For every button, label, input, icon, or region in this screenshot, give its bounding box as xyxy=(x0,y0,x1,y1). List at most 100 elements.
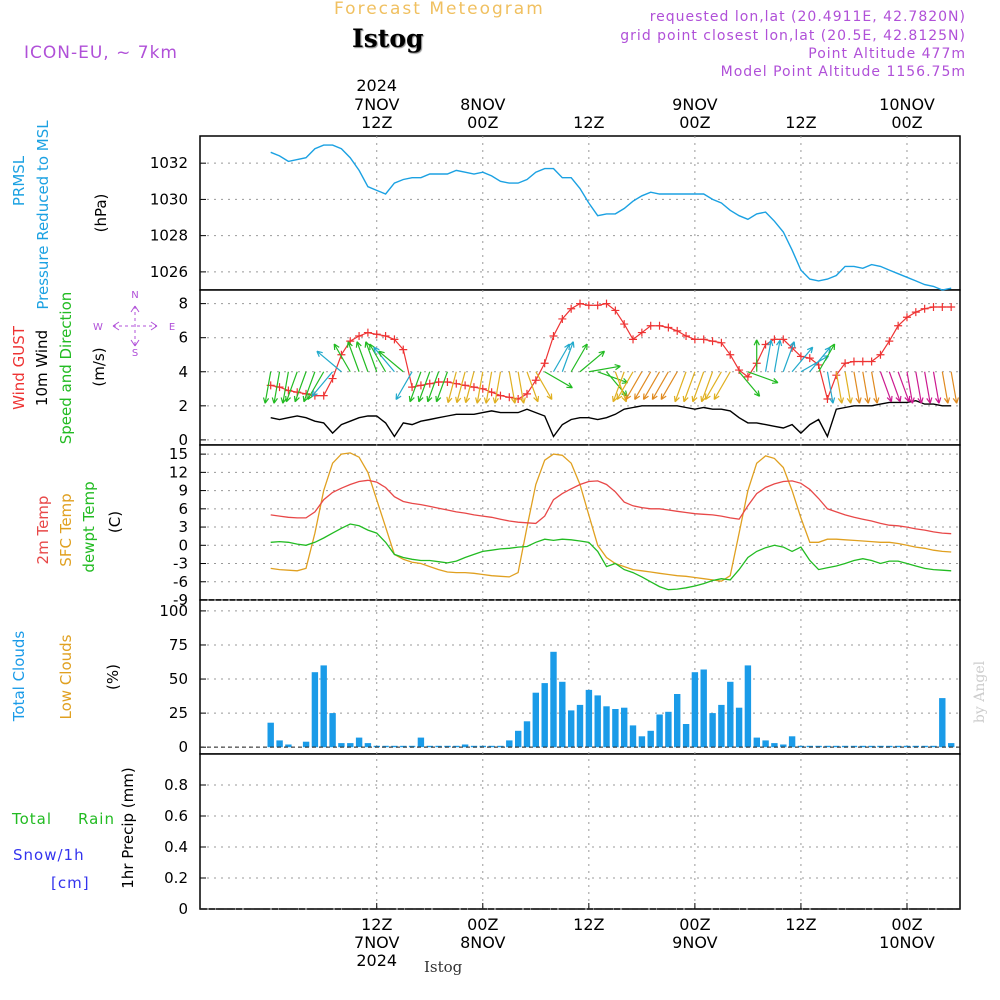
gust-point xyxy=(372,330,381,339)
y-tick-label: 6 xyxy=(178,329,188,347)
cloud-bar xyxy=(780,744,787,748)
cloud-bar xyxy=(532,692,539,748)
cloud-bar xyxy=(550,651,557,748)
wind-arrow xyxy=(355,341,369,372)
gust-point xyxy=(328,374,337,383)
y-tick-label: 3 xyxy=(178,518,188,536)
cloud-bar xyxy=(347,743,354,748)
pressure-label: Pressure Reduced to MSL xyxy=(34,120,52,310)
model-altitude: Model Point Altitude 1156.75m xyxy=(720,64,966,80)
gust-point xyxy=(390,335,399,344)
cloud-bar xyxy=(453,745,460,748)
gust-point xyxy=(690,335,699,344)
y-tick-label: 1026 xyxy=(150,263,188,281)
cloud-bar xyxy=(859,745,866,748)
y-tick-label: 75 xyxy=(169,636,188,654)
dewpt-label: dewpt Temp xyxy=(80,481,98,572)
gust-point xyxy=(849,357,858,366)
y-tick-label: 0 xyxy=(178,900,188,918)
wind-arrow xyxy=(673,371,687,403)
gust-point xyxy=(355,331,364,340)
y-tick-label: 1030 xyxy=(150,190,188,208)
cloud-bar xyxy=(948,743,955,748)
cloud-bar xyxy=(930,745,937,748)
cloud-bar xyxy=(638,736,646,748)
y-tick-label: 0 xyxy=(178,536,188,554)
gust-point xyxy=(531,376,540,385)
cloud-bar xyxy=(497,745,504,748)
cloud-bar xyxy=(674,694,681,748)
wind-arrow xyxy=(862,371,871,404)
gust-point xyxy=(469,383,478,392)
cloud-bar xyxy=(559,681,566,748)
gust-point xyxy=(425,379,434,388)
y-tick-label: 0.2 xyxy=(164,869,188,887)
gust-point xyxy=(540,359,549,368)
cloud-bar xyxy=(718,704,725,748)
cloud-bar xyxy=(311,672,319,748)
wind-arrow xyxy=(616,371,634,400)
dewpt-line xyxy=(270,523,952,591)
wind-arrow xyxy=(747,371,779,384)
gust-point xyxy=(858,357,867,366)
gust-point xyxy=(735,366,744,375)
wind-arrow xyxy=(932,371,942,404)
cloud-bar xyxy=(285,744,292,748)
y-tick-label: 15 xyxy=(169,445,188,463)
wind-arrow xyxy=(941,371,951,404)
cloud-bar xyxy=(461,744,469,748)
wind-arrow xyxy=(508,371,518,404)
panel-frame-0 xyxy=(199,135,961,291)
cloud-bar xyxy=(382,745,389,748)
cloud-bar xyxy=(541,683,548,748)
gust-point xyxy=(682,331,691,340)
wind-arrow xyxy=(544,371,573,389)
gust-point xyxy=(920,304,929,313)
bottom-hour-label: 00Z xyxy=(679,915,710,934)
wind-arrow xyxy=(579,350,606,373)
temp-2m-line xyxy=(270,479,952,535)
precip-unit: 1hr Precip (mm) xyxy=(119,767,137,888)
cloud-bar xyxy=(788,736,796,748)
pressure-unit: (hPa) xyxy=(92,194,110,233)
top-day-label: 8NOV xyxy=(460,95,505,114)
y-tick-label: -9 xyxy=(173,591,188,609)
wind-arrow xyxy=(853,371,862,404)
cloud-bar xyxy=(895,745,902,748)
requested-coords: requested lon,lat (20.4911E, 42.7820N) xyxy=(649,9,966,25)
gust-point xyxy=(496,391,505,400)
cloud-bar xyxy=(576,704,584,748)
gust-point xyxy=(885,337,894,346)
top-hour-label: 00Z xyxy=(679,113,710,132)
bottom-hour-label: 12Z xyxy=(573,915,604,934)
top-hour-label: 00Z xyxy=(891,113,922,132)
gust-point xyxy=(708,337,717,346)
cloud-bar xyxy=(797,745,805,748)
wind-arrow xyxy=(738,371,761,397)
supertitle: Forecast Meteogram xyxy=(334,0,545,19)
panel-frame-2 xyxy=(199,444,961,601)
y-tick-label: -3 xyxy=(173,555,188,573)
cloud-bar xyxy=(841,745,849,748)
y-tick-label: 0.6 xyxy=(164,807,188,825)
cloud-bar xyxy=(523,721,531,748)
gust-point xyxy=(902,313,911,322)
cloud-bar xyxy=(682,724,690,748)
gust-point xyxy=(646,321,655,330)
cloud-bar xyxy=(939,698,946,748)
y-tick-label: 0 xyxy=(178,431,188,449)
cloud-bar xyxy=(612,709,619,748)
wind-arrow xyxy=(691,371,705,403)
gust-point xyxy=(717,338,726,347)
gust-point xyxy=(611,306,620,315)
snow-unit-label: [cm] xyxy=(51,874,90,892)
prmsl-label: PRMSL xyxy=(10,155,28,206)
wind-arrow xyxy=(826,371,836,404)
gust-point xyxy=(726,350,735,359)
cloud-bar xyxy=(886,745,893,748)
compass-n: N xyxy=(131,290,138,301)
cloud-bar xyxy=(515,730,522,748)
wind-arrow xyxy=(642,371,661,400)
y-tick-label: 2 xyxy=(178,397,188,415)
gust-point xyxy=(567,304,576,313)
